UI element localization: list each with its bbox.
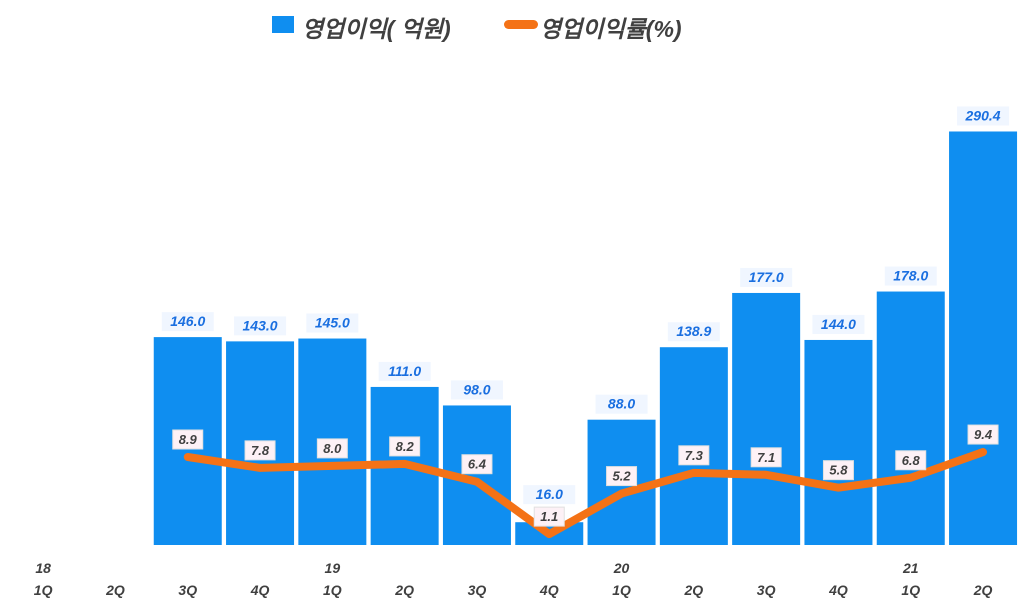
bar-data-label: 88.0 <box>608 396 635 412</box>
x-tick-label: 1Q <box>34 582 53 598</box>
line-data-label: 8.2 <box>396 439 415 454</box>
x-year-label: 20 <box>613 560 630 576</box>
line-data-label: 7.1 <box>757 450 775 465</box>
x-tick-label: 2Q <box>973 582 993 598</box>
line-label-bg <box>533 506 565 527</box>
bar <box>732 292 801 545</box>
line-data-label: 8.0 <box>323 441 342 456</box>
line-series <box>183 448 988 539</box>
bar <box>949 131 1018 545</box>
bar-label-bg <box>884 266 937 286</box>
line-label-bg <box>967 424 999 445</box>
bar-label-bg <box>161 312 214 332</box>
line-data-label: 5.2 <box>613 469 632 484</box>
line-data-label: 1.1 <box>540 509 558 524</box>
x-year-label: 21 <box>902 560 919 576</box>
x-year-label: 18 <box>35 560 51 576</box>
x-tick-label: 3Q <box>757 582 776 598</box>
bar-label-bg <box>957 106 1010 126</box>
bar-label-bg <box>523 485 576 505</box>
bar-label-bg <box>595 394 648 414</box>
bar-data-label: 144.0 <box>821 316 856 332</box>
line-data-label: 9.4 <box>974 427 993 442</box>
bar-data-label: 146.0 <box>170 313 205 329</box>
bar-label-bg <box>378 361 431 381</box>
line-label-bg <box>750 447 782 468</box>
legend-label-bar: 영업이익( 억원) <box>302 16 451 42</box>
x-tick-label: 4Q <box>250 582 270 598</box>
bar-label-bg <box>234 316 287 336</box>
x-tick-label: 1Q <box>323 582 342 598</box>
x-year-label: 19 <box>325 560 341 576</box>
bar-data-label: 178.0 <box>893 268 928 284</box>
x-tick-label: 3Q <box>178 582 197 598</box>
line-data-label: 6.8 <box>902 453 921 468</box>
line-data-label: 6.4 <box>468 457 487 472</box>
line-label-bg <box>316 438 348 459</box>
line-label-bg <box>895 450 927 471</box>
legend-swatch-line <box>504 20 538 29</box>
bar-data-label: 138.9 <box>676 323 711 339</box>
bar-label-bg <box>306 313 359 333</box>
x-tick-label: 2Q <box>394 582 414 598</box>
x-tick-label: 1Q <box>612 582 631 598</box>
line-label-bg <box>461 454 493 475</box>
bar <box>876 291 945 545</box>
line-label-bg <box>389 436 421 457</box>
line-data-label: 7.3 <box>685 448 704 463</box>
bar-label-bg <box>667 322 720 342</box>
bar-label-bg <box>812 314 865 334</box>
bar-data-label: 145.0 <box>315 315 350 331</box>
line-label-bg <box>822 460 854 481</box>
x-tick-label: 2Q <box>684 582 704 598</box>
x-tick-label: 4Q <box>828 582 848 598</box>
x-tick-label: 1Q <box>901 582 920 598</box>
bar-data-label: 16.0 <box>536 486 563 502</box>
line-data-label: 8.9 <box>179 432 198 447</box>
x-tick-label: 2Q <box>105 582 125 598</box>
line-label-bg <box>606 466 638 487</box>
legend-swatch-bar <box>272 16 294 33</box>
legend: 영업이익( 억원) 영업이익률(%) <box>272 16 682 42</box>
line-data-label: 5.8 <box>829 463 848 478</box>
bar-data-label: 111.0 <box>388 363 421 379</box>
bar-data-label: 177.0 <box>749 269 784 285</box>
bar <box>804 339 873 545</box>
line-label-bg <box>678 445 710 466</box>
line-data-label: 7.8 <box>251 443 270 458</box>
x-tick-label: 3Q <box>468 582 487 598</box>
line-label-bg <box>244 440 276 461</box>
bar-data-label: 98.0 <box>463 381 490 397</box>
line-label-bg <box>172 429 204 450</box>
bar-label-bg <box>740 267 793 287</box>
legend-label-line: 영업이익률(%) <box>540 16 682 42</box>
bar-data-label: 290.4 <box>965 107 1001 123</box>
x-tick-label: 4Q <box>539 582 559 598</box>
bar-label-bg <box>450 380 503 400</box>
bar-data-label: 143.0 <box>243 317 278 333</box>
